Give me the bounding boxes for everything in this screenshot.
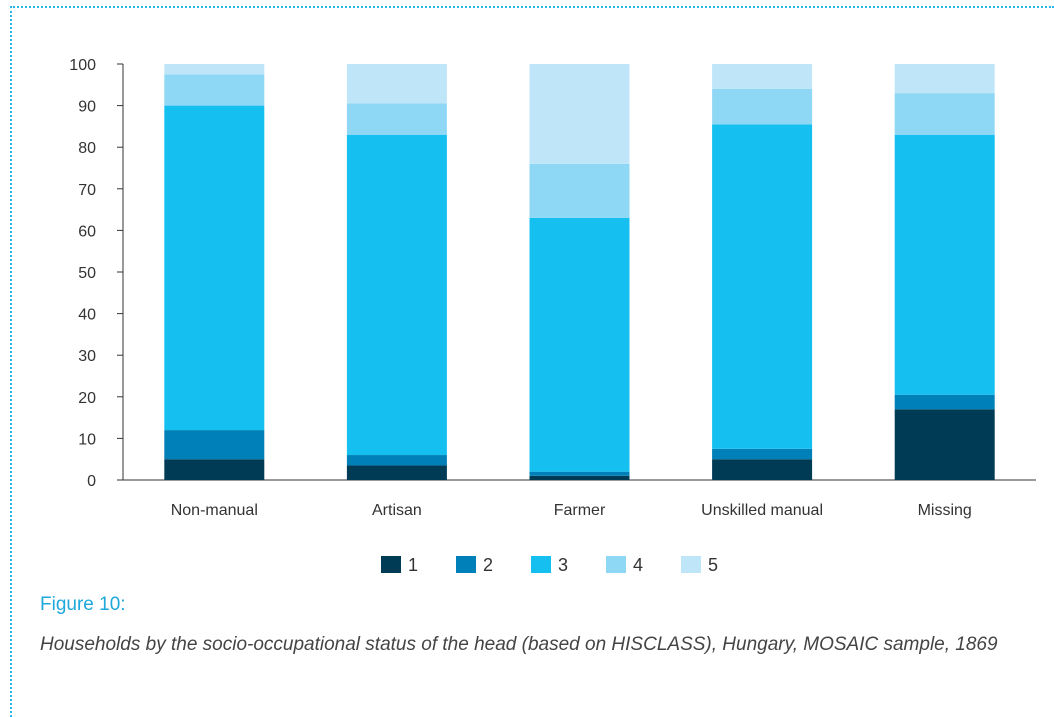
bar-segment <box>529 471 630 476</box>
legend-label: 4 <box>633 555 643 575</box>
y-tick-label: 70 <box>78 182 96 199</box>
x-category-label: Non-manual <box>171 502 258 519</box>
bar-segment <box>164 64 265 75</box>
figure-caption: Households by the socio-occupational sta… <box>40 634 998 655</box>
y-tick-label: 80 <box>78 140 96 157</box>
bar-segment <box>894 394 995 410</box>
figure-frame <box>10 6 1054 717</box>
x-category-label: Artisan <box>372 502 422 519</box>
x-category-label: Farmer <box>554 502 606 519</box>
bar-segment <box>712 459 813 480</box>
legend-label: 1 <box>408 555 418 575</box>
bar-segment <box>712 448 813 460</box>
legend-swatch <box>606 556 626 573</box>
y-tick-label: 10 <box>78 431 96 448</box>
x-category-label: Unskilled manual <box>701 502 823 519</box>
bar-segment <box>894 93 995 135</box>
y-tick-label: 50 <box>78 265 96 282</box>
bars <box>164 64 995 480</box>
legend-swatch <box>531 556 551 573</box>
y-tick-label: 60 <box>78 223 96 240</box>
bar-segment <box>164 459 265 480</box>
bar-segment <box>346 465 447 480</box>
y-tick-label: 30 <box>78 348 96 365</box>
y-tick-label: 0 <box>87 473 96 490</box>
x-category-label: Missing <box>918 502 972 519</box>
legend: 1 2 3 4 5 <box>381 555 718 575</box>
y-tick-label: 40 <box>78 307 96 324</box>
bar-segment <box>712 88 813 125</box>
bar-segment <box>529 217 630 472</box>
bar-segment <box>894 409 995 480</box>
bar-segment <box>346 103 447 135</box>
legend-swatch <box>681 556 701 573</box>
bar-segment <box>346 134 447 456</box>
legend-label: 3 <box>558 555 568 575</box>
bar-segment <box>712 64 813 89</box>
legend-swatch <box>456 556 476 573</box>
bar-segment <box>164 105 265 431</box>
y-tick-label: 90 <box>78 99 96 116</box>
legend-label: 5 <box>708 555 718 575</box>
bar-segment <box>164 430 265 460</box>
bar-segment <box>346 455 447 466</box>
legend-label: 2 <box>483 555 493 575</box>
bar-segment <box>894 64 995 94</box>
bar-segment <box>712 124 813 449</box>
bar-segment <box>164 74 265 106</box>
legend-swatch <box>381 556 401 573</box>
y-tick-label: 100 <box>69 57 96 74</box>
bar-segment <box>529 475 630 480</box>
stacked-bar-chart: 0 10 20 30 40 50 60 70 80 90 100 Non-manual Artisan… <box>69 57 1036 575</box>
bar-segment <box>346 64 447 104</box>
bar-segment <box>894 134 995 395</box>
category-labels: Non-manual Artisan Farmer Unskilled manual M… <box>171 502 972 519</box>
bar-segment <box>529 163 630 218</box>
figure-label: Figure 10: <box>40 594 126 615</box>
bar-segment <box>529 64 630 164</box>
y-tick-label: 20 <box>78 390 96 407</box>
